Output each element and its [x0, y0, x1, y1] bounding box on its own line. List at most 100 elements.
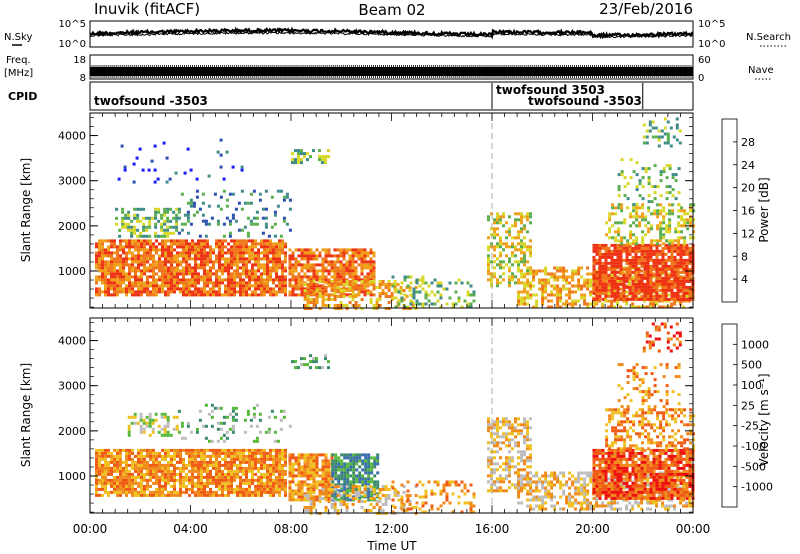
echo-cell	[523, 284, 526, 288]
echo-cell	[342, 283, 346, 286]
echo-cell	[620, 206, 624, 210]
echo-cell	[140, 484, 143, 488]
echo-cell	[251, 257, 254, 261]
echo-cell	[297, 456, 301, 460]
echo-cell	[116, 487, 119, 491]
echo-cell	[260, 472, 263, 476]
echo-cell	[354, 275, 358, 279]
echo-cell	[121, 207, 125, 211]
echo-cell	[182, 272, 185, 276]
echo-cell	[601, 261, 605, 265]
echo-cell	[225, 150, 229, 154]
echo-cell	[131, 478, 134, 482]
echo-cell	[288, 257, 292, 261]
echo-cell	[110, 254, 113, 258]
echo-cell	[197, 239, 200, 243]
echo-cell	[266, 478, 269, 482]
echo-cell	[115, 222, 119, 226]
echo-cell	[309, 298, 313, 301]
echo-cell	[583, 281, 587, 285]
echo-cell	[381, 289, 385, 292]
echo-cell	[182, 278, 185, 282]
echo-cell	[604, 276, 608, 280]
echo-cell	[682, 291, 686, 295]
echo-cell	[427, 299, 431, 303]
echo-cell	[306, 304, 310, 307]
echo-cell	[254, 484, 257, 488]
echo-cell	[285, 195, 289, 199]
echo-cell	[275, 275, 278, 279]
echo-cell	[300, 257, 304, 261]
echo-cell	[188, 454, 191, 458]
echo-cell	[246, 216, 250, 220]
echo-cell	[151, 216, 155, 220]
echo-cell	[155, 460, 158, 464]
echo-cell	[376, 480, 380, 484]
echo-cell	[318, 453, 322, 457]
echo-cell	[354, 280, 358, 283]
echo-cell	[260, 460, 263, 464]
echo-cell	[682, 276, 686, 280]
echo-cell	[330, 275, 334, 279]
echo-cell	[321, 266, 325, 270]
echo-cell	[239, 448, 242, 452]
echo-cell	[532, 293, 536, 297]
echo-cell	[272, 266, 275, 270]
echo-cell	[145, 424, 149, 428]
echo-cell	[655, 255, 659, 259]
echo-cell	[239, 457, 242, 461]
echo-cell	[607, 276, 611, 280]
echo-cell	[685, 293, 689, 297]
echo-cell	[643, 299, 647, 303]
echo-cell	[372, 284, 376, 288]
echo-cell	[592, 249, 596, 253]
echo-cell	[189, 168, 193, 172]
echo-cell	[643, 276, 647, 280]
echo-cell	[508, 281, 511, 285]
echo-cell	[688, 279, 692, 283]
echo-cell	[216, 219, 220, 223]
echo-cell	[201, 219, 205, 223]
echo-cell	[445, 287, 449, 291]
echo-cell	[628, 264, 632, 268]
echo-cell	[351, 260, 355, 264]
echo-cell	[185, 472, 188, 476]
echo-cell	[131, 242, 134, 246]
echo-cell	[598, 273, 602, 277]
echo-cell	[369, 283, 373, 286]
echo-cell	[166, 418, 170, 422]
echo-cell	[526, 266, 530, 270]
echo-cell	[644, 218, 648, 222]
echo-cell	[309, 500, 313, 503]
echo-cell	[634, 246, 638, 250]
echo-cell	[646, 294, 650, 298]
echo-cell	[664, 299, 668, 303]
echo-cell	[638, 221, 642, 225]
echo-cell	[357, 254, 361, 258]
echo-cell	[236, 448, 239, 452]
echo-cell	[236, 469, 239, 473]
echo-cell	[424, 293, 428, 297]
echo-cell	[116, 254, 119, 258]
echo-cell	[263, 451, 266, 455]
echo-cell	[128, 451, 131, 455]
echo-cell	[278, 281, 281, 285]
echo-cell	[571, 299, 575, 303]
echo-cell	[263, 490, 266, 494]
echo-cell	[334, 459, 338, 463]
echo-cell	[128, 269, 131, 273]
echo-cell	[149, 469, 152, 473]
echo-cell	[227, 451, 230, 455]
echo-cell	[643, 249, 647, 253]
echo-cell	[179, 251, 182, 255]
echo-cell	[306, 158, 309, 162]
echo-cell	[294, 263, 298, 267]
echo-cell	[361, 480, 365, 484]
echo-cell	[282, 216, 286, 220]
echo-cell	[269, 490, 272, 494]
echo-cell	[254, 454, 257, 458]
echo-cell	[369, 485, 373, 488]
echo-cell	[625, 258, 629, 262]
echo-cell	[119, 272, 122, 276]
echo-cell	[312, 503, 316, 506]
